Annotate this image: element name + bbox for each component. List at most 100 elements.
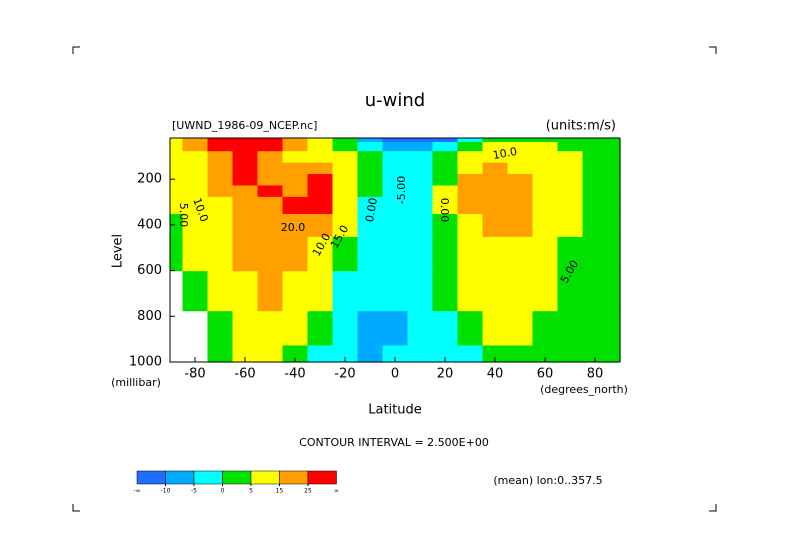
field-cell	[170, 141, 184, 152]
field-cell	[182, 270, 209, 312]
colorbar-box	[279, 470, 309, 485]
field-cell	[257, 196, 284, 215]
field-cell	[232, 213, 259, 237]
field-cell	[207, 138, 234, 143]
field-cell	[557, 344, 584, 363]
field-cell	[332, 162, 359, 175]
colorbar-end-label: -∞	[133, 488, 140, 495]
field-cell	[307, 236, 334, 272]
field-cell	[207, 196, 234, 215]
field-cell	[207, 270, 234, 312]
field-cell	[382, 162, 409, 175]
field-cell	[332, 270, 359, 312]
field-cell	[607, 184, 621, 197]
field-cell	[407, 184, 434, 197]
field-cell	[582, 344, 609, 363]
field-cell	[182, 162, 209, 175]
field-cell	[382, 236, 409, 272]
field-cell	[307, 141, 334, 152]
field-cell	[307, 213, 334, 237]
field-cell	[507, 270, 534, 312]
field-cell	[607, 344, 621, 363]
field-cell	[582, 236, 609, 272]
field-cell	[332, 173, 359, 186]
field-cell	[532, 344, 559, 363]
field-cell	[557, 196, 584, 215]
field-cell	[382, 270, 409, 312]
field-cell	[557, 184, 584, 197]
colorbar-box	[307, 470, 337, 485]
field-cell	[457, 270, 484, 312]
field-cell	[432, 196, 459, 215]
field-cell	[582, 162, 609, 175]
x-axis-label: Latitude	[368, 403, 422, 418]
field-cell	[207, 310, 234, 346]
field-cell	[532, 213, 559, 237]
field-cell	[532, 162, 559, 175]
subtitle-right: (units:m/s)	[546, 119, 616, 134]
field-cell	[407, 173, 434, 186]
field-cell	[257, 270, 284, 312]
field-cell	[282, 310, 309, 346]
field-cell	[282, 184, 309, 197]
field-cell	[557, 173, 584, 186]
field-cell	[507, 310, 534, 346]
field-cell	[182, 184, 209, 197]
colorbar-box	[222, 470, 252, 485]
field-cell	[357, 310, 384, 346]
field-cell	[407, 141, 434, 152]
field-cell	[182, 236, 209, 272]
colorbar-end-label: ∞	[334, 488, 339, 495]
x-tick-label: -80	[184, 367, 205, 382]
field-cell	[332, 213, 359, 237]
field-cell	[207, 213, 234, 237]
x-tick-label: 80	[587, 367, 604, 382]
contour-label: 10.0	[492, 145, 518, 162]
field-cell	[607, 150, 621, 163]
field-cell	[307, 150, 334, 163]
field-cell	[332, 236, 359, 272]
field-cell	[557, 310, 584, 346]
field-cell	[532, 138, 559, 143]
field-cell	[382, 150, 409, 163]
field-cell	[170, 213, 184, 237]
x-tick-label: -20	[334, 367, 355, 382]
contour-label: 0.00	[363, 197, 380, 223]
field-cell	[482, 184, 509, 197]
field-cell	[307, 310, 334, 346]
field-cell	[407, 236, 434, 272]
contour-label: -5.00	[395, 176, 408, 204]
y-tick-label: 400	[137, 217, 162, 232]
field-cell	[382, 310, 409, 346]
field-cell	[357, 196, 384, 215]
field-cell	[607, 173, 621, 186]
field-cell	[557, 270, 584, 312]
field-cell	[182, 196, 209, 215]
field-cell	[257, 162, 284, 175]
field-cell	[507, 184, 534, 197]
field-cell	[607, 141, 621, 152]
field-cell	[170, 138, 184, 143]
field-cell	[282, 138, 309, 143]
field-cell	[232, 162, 259, 175]
colorbar-label: 5	[249, 488, 253, 495]
field-cell	[407, 196, 434, 215]
field-cell	[357, 184, 384, 197]
subtitle-left: [UWND_1986-09_NCEP.nc]	[172, 119, 317, 132]
field	[170, 138, 621, 363]
field-cell	[257, 236, 284, 272]
field-cell	[482, 270, 509, 312]
field-cell	[607, 213, 621, 237]
field-cell	[357, 141, 384, 152]
field-cell	[507, 162, 534, 175]
x-tick-label: 40	[487, 367, 504, 382]
field-cell	[332, 184, 359, 197]
y-tick-label: 800	[137, 309, 162, 324]
field-cell	[232, 344, 259, 363]
field-cell	[457, 196, 484, 215]
field-cell	[457, 150, 484, 163]
field-cell	[432, 213, 459, 237]
field-cell	[507, 141, 534, 152]
field-cell	[482, 344, 509, 363]
field-cell	[282, 236, 309, 272]
